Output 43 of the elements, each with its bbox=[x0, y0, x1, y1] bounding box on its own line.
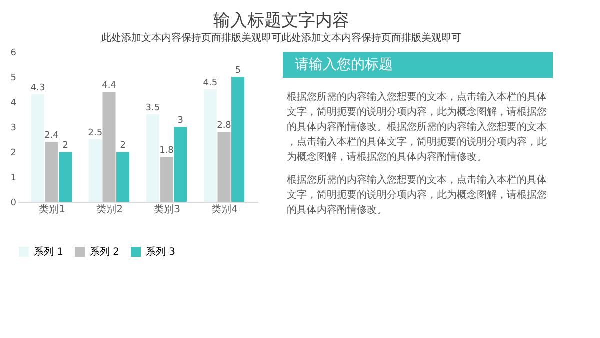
bar bbox=[102, 92, 116, 202]
legend-label: 系列 2 bbox=[90, 246, 120, 258]
y-tick-label: 6 bbox=[10, 48, 17, 58]
x-tick-label: 类别1 bbox=[39, 204, 66, 216]
bar bbox=[218, 132, 231, 202]
bar bbox=[204, 90, 217, 202]
data-label: 4.3 bbox=[30, 84, 46, 94]
text: 根据您所需的内容输入您想要的文本，点击输入本栏的具体文字，简明扼要的说明分项内容，此为概念图解，请根据您的具体内容酌情修改。 bbox=[287, 174, 547, 216]
text: 此处添加文本内容保持页面排版美观即可此处添加文本内容保持页面排版美观即可 bbox=[102, 32, 462, 44]
x-tick-label: 类别2 bbox=[96, 204, 123, 216]
data-label: 1.8 bbox=[160, 146, 174, 156]
y-tick-label: 1 bbox=[10, 174, 16, 184]
data-label: 2 bbox=[120, 141, 126, 151]
bar bbox=[174, 127, 188, 202]
bar bbox=[232, 77, 245, 202]
text: 根据您所需的内容输入您想要的文本，点击输入本栏的具体文字，简明扼要的说明分项内容，此为概念图解，请根据您的具体内容酌情修改。根据您所需的内容输入您想要的文本，点击输入本栏的具体文字，简明扼要的说明分项内容，此为概念图解，请根据您的具体内容酌情修改。 bbox=[287, 91, 547, 163]
x-tick-label: 类别4 bbox=[212, 204, 238, 216]
bar bbox=[116, 152, 130, 202]
bar bbox=[88, 140, 102, 202]
data-label: 2 bbox=[62, 141, 68, 151]
legend-label: 系列 3 bbox=[146, 246, 176, 258]
bar bbox=[59, 152, 72, 202]
data-label: 4.5 bbox=[203, 78, 218, 88]
data-label: 2.4 bbox=[44, 131, 60, 141]
data-label: 3.5 bbox=[146, 104, 160, 114]
data-label: 4.4 bbox=[102, 81, 117, 91]
y-tick-label: 5 bbox=[10, 74, 16, 84]
data-label: 5 bbox=[235, 66, 241, 76]
data-label: 3 bbox=[178, 116, 184, 126]
y-tick-label: 2 bbox=[10, 148, 16, 158]
chart-title: 输入标题文字内容 bbox=[214, 11, 350, 31]
legend-label: 系列 1 bbox=[34, 246, 64, 258]
text: 请输入您的标题 bbox=[295, 57, 393, 73]
y-tick-label: 4 bbox=[10, 98, 17, 108]
y-tick-label: 0 bbox=[10, 198, 17, 208]
y-tick-label: 3 bbox=[10, 124, 16, 134]
data-label: 2.5 bbox=[88, 128, 103, 138]
bar bbox=[31, 94, 44, 202]
bar bbox=[146, 114, 160, 202]
data-label: 2.8 bbox=[217, 121, 232, 131]
x-tick-label: 类别3 bbox=[154, 204, 180, 216]
bar bbox=[160, 157, 174, 202]
bar bbox=[45, 142, 58, 202]
